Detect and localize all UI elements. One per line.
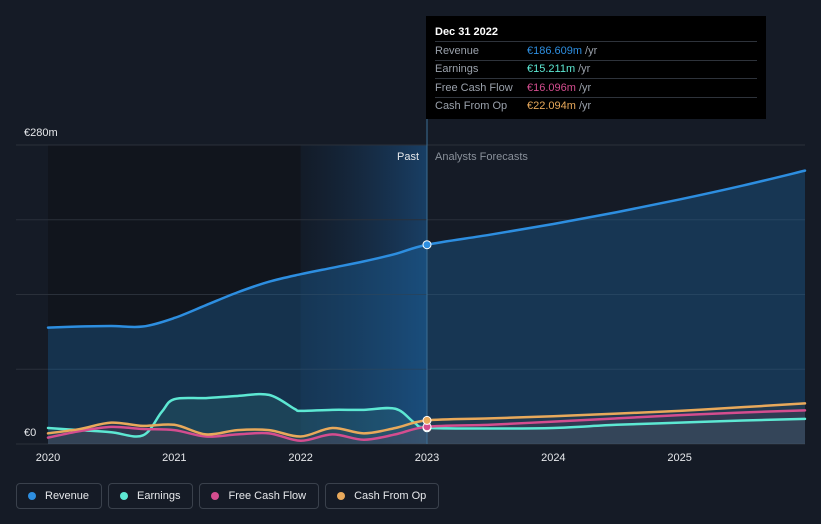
legend-dot-icon xyxy=(28,492,36,500)
tooltip-date: Dec 31 2022 xyxy=(435,26,498,38)
line-free-cash-flow xyxy=(46,409,807,443)
legend-label: Free Cash Flow xyxy=(228,490,307,502)
legend-item-free-cash-flow[interactable]: Free Cash Flow xyxy=(199,483,320,509)
line-revenue xyxy=(46,169,807,329)
legend-item-earnings[interactable]: Earnings xyxy=(108,483,194,509)
legend-item-revenue[interactable]: Revenue xyxy=(16,483,103,509)
tooltip-unit: /yr xyxy=(578,81,592,94)
line-cash-from-op xyxy=(46,402,807,438)
x-tick-label: 2024 xyxy=(541,452,565,464)
tooltip-row-revenue: Revenue €186.609m /yr xyxy=(435,41,757,60)
area-earnings xyxy=(48,394,805,444)
tooltip-row-cash-from-op: Cash From Op €22.094m /yr xyxy=(435,96,757,116)
x-tick-label: 2021 xyxy=(162,452,186,464)
x-tick-label: 2025 xyxy=(667,452,691,464)
legend-label: Earnings xyxy=(137,490,181,502)
legend-dot-icon xyxy=(120,492,129,500)
legend: Revenue Earnings Free Cash Flow Cash Fro… xyxy=(16,483,440,509)
y-tick-label: €280m xyxy=(24,127,58,139)
marker-cash-from-op xyxy=(422,415,432,425)
x-tick-label: 2020 xyxy=(36,452,60,464)
tooltip-value: €16.096m xyxy=(527,81,576,94)
tooltip-row-earnings: Earnings €15.211m /yr xyxy=(435,59,757,79)
x-tick-label: 2022 xyxy=(288,452,312,464)
legend-item-cash-from-op[interactable]: Cash From Op xyxy=(325,483,440,509)
tooltip-label: Free Cash Flow xyxy=(435,81,513,94)
legend-dot-icon xyxy=(337,492,346,500)
legend-label: Cash From Op xyxy=(354,490,427,502)
tooltip-value: €15.211m xyxy=(527,63,576,76)
x-tick-label: 2023 xyxy=(415,452,439,464)
tooltip-unit: /yr xyxy=(578,63,591,76)
tooltip-label: Cash From Op xyxy=(435,100,508,113)
forecast-label: Analysts Forecasts xyxy=(435,151,528,163)
tooltip-unit: /yr xyxy=(578,100,592,113)
legend-label: Revenue xyxy=(45,490,90,502)
legend-dot-icon xyxy=(211,492,220,500)
past-label: Past xyxy=(397,151,419,163)
tooltip-row-free-cash-flow: Free Cash Flow €16.096m /yr xyxy=(435,78,757,97)
tooltip: Dec 31 2022 Revenue €186.609m /yr Earnin… xyxy=(426,16,766,119)
tooltip-value: €22.094m xyxy=(527,100,576,113)
tooltip-value: €186.609m xyxy=(527,44,583,57)
tooltip-unit: /yr xyxy=(585,44,598,57)
tooltip-label: Earnings xyxy=(435,63,479,76)
marker-revenue xyxy=(422,240,432,250)
y-tick-label: €0 xyxy=(24,427,36,439)
tooltip-label: Revenue xyxy=(435,44,480,57)
